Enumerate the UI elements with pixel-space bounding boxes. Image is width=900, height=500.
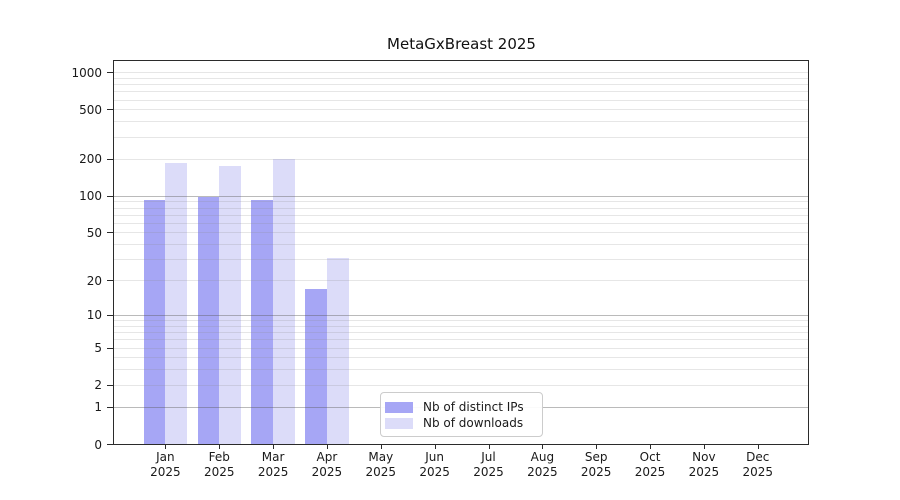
y-tick-mark-1: [107, 406, 113, 408]
gridline-500: [114, 109, 808, 111]
y-tick-label-5: 5: [94, 341, 102, 356]
y-tick-label-1: 1: [94, 400, 102, 415]
y-tick-mark-50: [107, 232, 113, 234]
y-tick-label-10: 10: [86, 308, 102, 323]
y-tick-label-1000: 1000: [71, 65, 102, 80]
gridline-8: [114, 325, 808, 327]
gridline-1000: [114, 72, 808, 74]
x-tick-label-aug: Aug 2025: [527, 450, 558, 479]
x-tick-label-dec: Dec 2025: [742, 450, 774, 479]
y-tick-label-200: 200: [79, 152, 102, 167]
y-tick-label-100: 100: [79, 189, 102, 204]
legend-swatch-distinct-ips: [385, 401, 413, 413]
x-tick-label-jun: Jun 2025: [419, 450, 450, 479]
x-tick-label-jul: Jul 2025: [473, 450, 504, 479]
x-tick-label-feb: Feb 2025: [203, 450, 235, 479]
x-tick-mark-jan: [165, 445, 167, 449]
y-tick-mark-0: [107, 444, 113, 445]
gridline-7: [114, 332, 808, 334]
gridline-700: [114, 91, 808, 93]
legend-item-distinct-ips: Nb of distinct IPs: [385, 400, 536, 414]
gridline-90: [114, 201, 808, 203]
x-tick-label-apr: Apr 2025: [311, 450, 343, 479]
y-tick-label-20: 20: [86, 273, 102, 288]
legend-item-downloads: Nb of downloads: [385, 416, 536, 430]
legend: Nb of distinct IPs Nb of downloads: [380, 392, 543, 437]
y-tick-label-0: 0: [94, 437, 102, 452]
gridline-major-10: [114, 314, 808, 316]
gridline-80: [114, 207, 808, 209]
gridline-300: [114, 136, 808, 138]
x-tick-label-nov: Nov 2025: [688, 450, 720, 479]
gridline-70: [114, 214, 808, 216]
x-tick-label-may: May 2025: [365, 450, 397, 479]
gridline-20: [114, 280, 808, 282]
x-tick-mark-aug: [542, 445, 544, 449]
gridline-major-100: [114, 195, 808, 197]
bar-distinct-ips-jan: [143, 200, 166, 444]
bar-distinct-ips-mar: [251, 200, 274, 444]
legend-swatch-downloads: [385, 417, 413, 429]
gridline-40: [114, 244, 808, 246]
gridline-30: [114, 259, 808, 261]
y-tick-mark-20: [107, 280, 113, 282]
x-tick-label-oct: Oct 2025: [634, 450, 666, 479]
legend-label-distinct-ips: Nb of distinct IPs: [423, 400, 524, 414]
y-tick-mark-5: [107, 347, 113, 349]
x-tick-mark-jun: [434, 445, 436, 449]
gridline-60: [114, 222, 808, 224]
x-tick-mark-may: [380, 445, 382, 449]
x-tick-mark-jul: [488, 445, 490, 449]
x-tick-mark-apr: [326, 445, 328, 449]
bar-downloads-jan: [165, 163, 188, 444]
bar-downloads-feb: [219, 165, 241, 444]
gridline-9: [114, 320, 808, 322]
bar-downloads-apr: [326, 258, 349, 444]
gridline-50: [114, 232, 808, 234]
gridline-900: [114, 77, 808, 79]
bar-downloads-mar: [273, 159, 295, 444]
gridline-4: [114, 357, 808, 359]
x-tick-label-jan: Jan 2025: [150, 450, 181, 479]
y-tick-mark-500: [107, 109, 113, 111]
bar-distinct-ips-feb: [197, 197, 220, 444]
gridline-200: [114, 158, 808, 160]
x-tick-label-mar: Mar 2025: [257, 450, 289, 479]
y-tick-mark-200: [107, 158, 113, 160]
gridline-400: [114, 121, 808, 123]
y-tick-mark-2: [107, 384, 113, 386]
y-tick-mark-1000: [107, 72, 113, 74]
chart-title: MetaGxBreast 2025: [387, 35, 536, 53]
x-tick-mark-feb: [219, 445, 221, 449]
x-tick-label-sep: Sep 2025: [580, 450, 612, 479]
y-tick-label-2: 2: [94, 378, 102, 393]
gridline-600: [114, 99, 808, 101]
gridline-3: [114, 369, 808, 371]
y-tick-label-50: 50: [86, 225, 102, 240]
x-tick-mark-nov: [703, 445, 705, 449]
gridline-6: [114, 339, 808, 341]
y-tick-mark-100: [107, 195, 113, 197]
legend-label-downloads: Nb of downloads: [423, 416, 524, 430]
y-tick-label-500: 500: [79, 102, 102, 117]
bar-distinct-ips-apr: [305, 288, 327, 444]
x-tick-mark-oct: [650, 445, 652, 449]
y-tick-mark-10: [107, 314, 113, 316]
x-tick-mark-dec: [757, 445, 759, 449]
gridline-2: [114, 384, 808, 386]
x-tick-mark-mar: [273, 445, 275, 449]
gridline-5: [114, 347, 808, 349]
x-tick-mark-sep: [596, 445, 598, 449]
gridline-800: [114, 84, 808, 86]
